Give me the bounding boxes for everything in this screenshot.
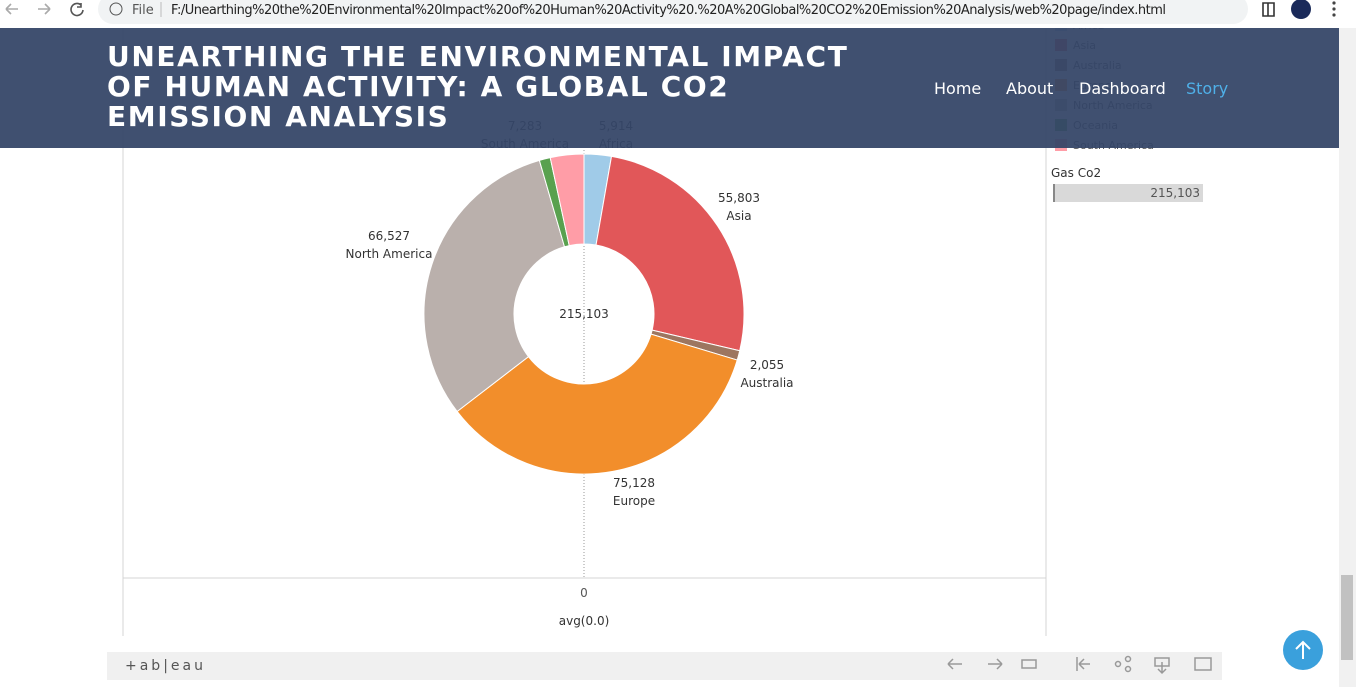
address-bar[interactable] [98, 0, 1248, 24]
tableau-logo: +ab|eau [125, 658, 206, 674]
browser-chrome: File F:/Unearthing%20the%20Environmental… [5, 0, 1336, 24]
scrollbar-thumb[interactable] [1341, 575, 1353, 660]
filter-title: Gas Co2 [1051, 166, 1101, 180]
nav-link[interactable]: Story [1186, 79, 1229, 98]
donut-slice [595, 155, 745, 352]
slice-category-label: North America [346, 247, 433, 261]
donut-slice [456, 333, 738, 475]
x-tick-label: 0 [580, 586, 588, 600]
slice-value-label: 2,055 [750, 358, 784, 372]
menu-dot [1332, 7, 1336, 11]
slice-value-label: 66,527 [368, 229, 410, 243]
donut-slice [423, 159, 566, 413]
forward-button[interactable] [38, 3, 51, 15]
toolbar-icons[interactable] [947, 655, 1212, 675]
url: F:/Unearthing%20the%20Environmental%20Im… [171, 3, 1166, 18]
slice-category-label: Europe [613, 494, 655, 508]
x-axis-label: avg(0.0) [559, 614, 610, 628]
donut-total: 215,103 [559, 307, 609, 321]
scroll-top-icon [1295, 640, 1311, 659]
reload-button[interactable] [70, 2, 84, 17]
slice-value-label: 75,128 [613, 476, 655, 490]
menu-dot[interactable] [1332, 1, 1336, 5]
nav-link[interactable]: Home [934, 79, 982, 98]
site-title: UNEARTHING THE ENVIRONMENTAL IMPACT OF H… [107, 40, 849, 133]
slice-category-label: Australia [740, 376, 793, 390]
profile[interactable] [1291, 0, 1311, 19]
menu-dot [1332, 13, 1336, 17]
info-icon[interactable] [109, 2, 123, 16]
nav-link[interactable]: Dashboard [1079, 79, 1166, 98]
slice-category-label: Asia [726, 209, 751, 223]
tableau-toolbar [107, 652, 1222, 680]
filter-bar[interactable] [1053, 184, 1203, 202]
file-label: File [132, 3, 154, 18]
sidebar-button[interactable] [1262, 2, 1275, 17]
filter-value: 215,103 [1150, 186, 1200, 200]
back-button[interactable] [5, 3, 18, 15]
site-header: UNEARTHING THE ENVIRONMENTAL IMPACT OF H… [0, 28, 1339, 148]
scrollbar[interactable] [1339, 28, 1356, 687]
browser-bar: File F:/Unearthing%20the%20Environmental… [0, 0, 1356, 28]
slice-value-label: 55,803 [718, 191, 760, 205]
donut-slice [549, 153, 585, 247]
filter-handle[interactable] [1053, 184, 1055, 202]
nav-link[interactable]: About [1006, 79, 1054, 98]
